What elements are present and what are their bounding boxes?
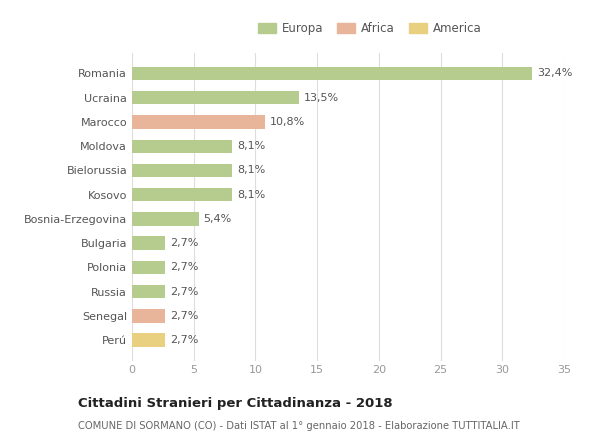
Bar <box>132 285 166 298</box>
Bar <box>132 115 265 128</box>
Text: 2,7%: 2,7% <box>170 286 199 297</box>
Text: 2,7%: 2,7% <box>170 262 199 272</box>
Bar <box>132 334 166 347</box>
Bar <box>132 212 199 226</box>
Text: Cittadini Stranieri per Cittadinanza - 2018: Cittadini Stranieri per Cittadinanza - 2… <box>78 397 392 410</box>
Bar <box>132 261 166 274</box>
Bar <box>132 309 166 323</box>
Bar <box>132 91 299 104</box>
Text: 13,5%: 13,5% <box>304 93 338 103</box>
Bar <box>132 164 232 177</box>
Text: 8,1%: 8,1% <box>237 141 265 151</box>
Text: 2,7%: 2,7% <box>170 335 199 345</box>
Text: 32,4%: 32,4% <box>537 69 572 78</box>
Legend: Europa, Africa, America: Europa, Africa, America <box>254 18 485 39</box>
Bar <box>132 67 532 80</box>
Text: COMUNE DI SORMANO (CO) - Dati ISTAT al 1° gennaio 2018 - Elaborazione TUTTITALIA: COMUNE DI SORMANO (CO) - Dati ISTAT al 1… <box>78 421 520 431</box>
Bar <box>132 139 232 153</box>
Text: 5,4%: 5,4% <box>203 214 232 224</box>
Text: 8,1%: 8,1% <box>237 190 265 200</box>
Bar <box>132 236 166 250</box>
Text: 2,7%: 2,7% <box>170 238 199 248</box>
Text: 8,1%: 8,1% <box>237 165 265 176</box>
Text: 10,8%: 10,8% <box>270 117 305 127</box>
Text: 2,7%: 2,7% <box>170 311 199 321</box>
Bar <box>132 188 232 202</box>
